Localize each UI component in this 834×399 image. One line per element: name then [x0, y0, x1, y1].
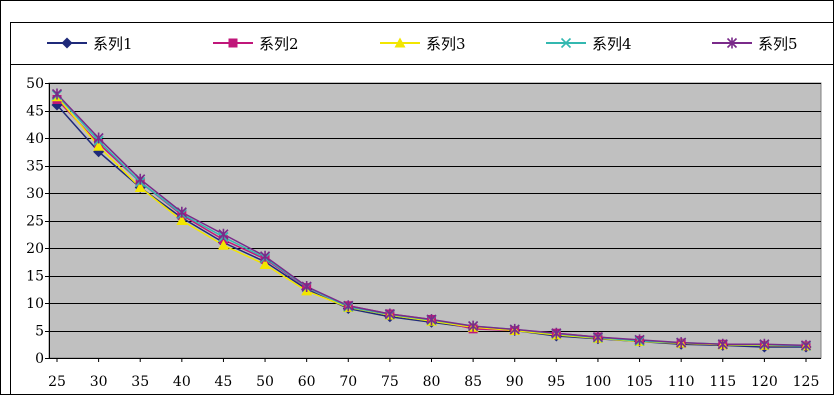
x-tick-label: 110 — [668, 374, 695, 390]
plot-area — [48, 82, 822, 359]
series-5-point — [676, 337, 687, 349]
legend-label-4: 系列4 — [592, 35, 632, 53]
legend-label-3: 系列3 — [426, 35, 466, 53]
x-tick-label: 105 — [626, 374, 653, 390]
series-5-point — [93, 132, 104, 144]
x-tick-label: 95 — [547, 374, 565, 390]
legend-marker-3 — [394, 37, 406, 48]
x-tick-label: 25 — [48, 374, 66, 390]
series-5-point — [176, 206, 187, 218]
y-tick-label: 5 — [35, 324, 44, 340]
series-5-point — [218, 228, 229, 240]
y-tick-label: 20 — [26, 241, 44, 257]
y-tick-label: 50 — [26, 76, 44, 92]
y-tick-label: 0 — [35, 351, 44, 367]
series-5-point — [551, 327, 562, 339]
series-5-point — [800, 339, 812, 351]
y-tick-label: 45 — [26, 104, 44, 120]
x-tick-label: 35 — [131, 374, 149, 390]
series-markers — [51, 88, 812, 353]
x-tick-label: 70 — [339, 374, 357, 390]
series-5-point — [135, 173, 146, 185]
x-tick-label: 90 — [506, 374, 524, 390]
x-tick-label: 45 — [215, 374, 233, 390]
x-tick-label: 50 — [256, 374, 274, 390]
x-tick-label: 30 — [90, 374, 108, 390]
legend-label-5: 系列5 — [758, 35, 798, 53]
x-tick-label: 60 — [298, 374, 316, 390]
series-3-point — [176, 215, 188, 225]
legend-marker-4 — [560, 37, 572, 49]
series-3-point — [93, 140, 105, 151]
series-3-point — [217, 239, 229, 250]
x-tick-label: 40 — [173, 374, 191, 390]
x-tick-label: 115 — [709, 374, 736, 390]
series-5-point — [259, 250, 271, 262]
y-tick-label: 30 — [26, 186, 44, 202]
y-tick-label: 40 — [26, 131, 44, 147]
series-5-point — [301, 281, 312, 292]
x-tick-label: 125 — [793, 374, 820, 390]
series-3-point — [134, 182, 146, 192]
series-5-point — [592, 331, 604, 343]
series-5-point — [509, 323, 520, 335]
y-tick-label: 10 — [26, 296, 44, 312]
x-tick-label: 120 — [751, 374, 778, 390]
x-tick-label: 100 — [585, 374, 612, 390]
x-tick-label: 80 — [423, 374, 441, 390]
legend-marker-1 — [61, 37, 73, 49]
y-tick-label: 15 — [26, 269, 44, 285]
legend-box — [10, 22, 834, 65]
gridlines — [49, 83, 821, 332]
legend-label-2: 系列2 — [259, 35, 299, 53]
series-5-point — [51, 88, 63, 100]
series-5-point — [468, 320, 479, 332]
series-5-point — [426, 314, 437, 325]
x-tick-label: 75 — [381, 374, 399, 390]
legend-marker-5 — [726, 37, 738, 49]
y-tick-label: 35 — [26, 159, 44, 175]
legend-label-1: 系列1 — [93, 35, 133, 53]
x-tick-label: 85 — [464, 374, 482, 390]
series-5-point — [759, 338, 770, 350]
y-tick-label: 25 — [26, 214, 44, 230]
series-3-point — [259, 259, 271, 269]
series-5-point — [384, 308, 395, 320]
legend-marker-2 — [228, 38, 238, 48]
axes: 0 5 10 15 20 25 30 35 40 45 50 25 30 35 40 45 50 60 70 75 80… — [26, 76, 821, 390]
legend: 系列1 系列2 系列3 系列4 系列5 — [47, 35, 798, 53]
series-5-point — [634, 334, 645, 346]
series-5-point — [343, 300, 354, 312]
series-5-point — [717, 338, 728, 350]
